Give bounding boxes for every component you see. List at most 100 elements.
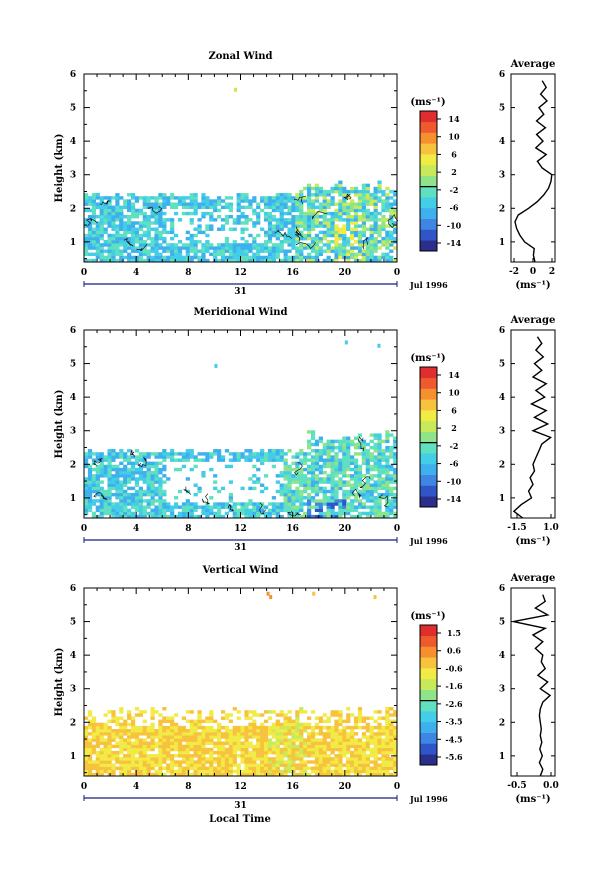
heatmap-cell — [267, 716, 273, 720]
heatmap-cell — [350, 502, 355, 506]
heatmap-cell — [307, 467, 312, 472]
heatmap-cell — [377, 227, 382, 231]
heatmap-cell — [197, 458, 202, 462]
heatmap-cell — [205, 205, 210, 210]
heatmap-cell — [283, 738, 288, 742]
heatmap-cell — [111, 458, 116, 462]
heatmap-cell — [291, 750, 296, 755]
heatmap-cell — [146, 483, 151, 487]
heatmap-cell — [209, 508, 214, 513]
heatmap-cell — [310, 246, 316, 250]
heatmap-cell — [373, 205, 378, 210]
heatmap-cell — [103, 455, 108, 459]
heatmap-cell — [127, 738, 132, 742]
heatmap-cell — [342, 436, 347, 440]
heatmap-cell — [232, 741, 237, 745]
heatmap-cell — [252, 750, 257, 755]
heatmap-cell — [220, 455, 226, 459]
heatmap-cell — [373, 744, 378, 749]
heatmap-cell — [361, 458, 366, 462]
heatmap-cell — [224, 449, 230, 453]
heatmap-cell — [287, 208, 292, 213]
heatmap-cell — [158, 766, 163, 771]
heatmap-cell — [84, 766, 89, 771]
heatmap-cell — [334, 760, 339, 764]
heatmap-cell — [162, 230, 167, 235]
heatmap-cell — [193, 492, 198, 497]
heatmap-cell — [87, 722, 93, 727]
heatmap-cell — [142, 754, 147, 758]
heatmap-cell — [357, 258, 363, 263]
day-label: 31 — [234, 543, 247, 553]
heatmap-cell — [228, 205, 233, 210]
heatmap-cell — [310, 735, 316, 739]
heatmap-cell — [271, 760, 277, 764]
average-x-label: (ms⁻¹) — [515, 536, 550, 547]
heatmap-cell — [103, 215, 108, 219]
heatmap-cell — [279, 735, 284, 739]
heatmap-cell — [275, 719, 280, 724]
heatmap-cell — [373, 196, 378, 200]
heatmap-cell — [244, 221, 249, 225]
heatmap-cell — [213, 252, 218, 257]
heatmap-cell — [365, 754, 370, 758]
heatmap-cell — [295, 467, 300, 472]
heatmap-cell — [91, 196, 97, 200]
heatmap-cell — [263, 452, 269, 456]
heatmap-cell — [287, 719, 292, 724]
heatmap-cell — [142, 243, 147, 247]
heatmap-cell — [314, 760, 320, 764]
heatmap-cell — [197, 760, 202, 764]
heatmap-cell — [209, 738, 214, 742]
heatmap-cells — [84, 87, 399, 263]
heatmap-cell — [299, 480, 304, 484]
heatmap-cell — [389, 243, 394, 247]
heatmap-cell — [334, 258, 339, 263]
heatmap-cell — [205, 725, 210, 730]
heatmap-cell — [99, 508, 104, 513]
y-tick-label: 2 — [70, 204, 76, 214]
heatmap-cell — [369, 769, 374, 774]
heatmap-cell — [381, 224, 386, 228]
contour-line — [287, 510, 301, 517]
heatmap-cell — [322, 208, 327, 213]
heatmap-cell — [209, 496, 214, 500]
heatmap-cell — [307, 227, 312, 231]
heatmap-cell — [377, 735, 382, 739]
heatmap-cell — [107, 505, 112, 509]
heatmap-cell — [256, 732, 261, 736]
heatmap-cell — [189, 511, 194, 516]
heatmap-cell — [267, 763, 273, 767]
heatmap-cell — [342, 193, 347, 197]
heatmap-cell — [283, 202, 288, 206]
heatmap-cell — [322, 189, 327, 194]
heatmap-cell — [389, 729, 394, 733]
heatmap-cell — [181, 729, 187, 733]
heatmap-cell — [373, 230, 378, 235]
heatmap-cell — [228, 208, 233, 213]
heatmap-cell — [162, 240, 167, 244]
heatmap-cell — [393, 499, 398, 503]
heatmap-cell — [310, 750, 316, 755]
heatmap-cell — [146, 492, 151, 497]
heatmap-cell — [252, 511, 257, 516]
heatmap-cell — [138, 458, 143, 462]
heatmap-cell — [87, 489, 93, 494]
heatmap-cell — [91, 480, 97, 484]
heatmap-cell — [173, 452, 179, 456]
heatmap-cell — [322, 480, 327, 484]
heatmap-cell — [353, 233, 359, 238]
heatmap-cell — [307, 186, 312, 191]
heatmap-cell — [158, 511, 163, 516]
heatmap-cell — [209, 772, 214, 777]
heatmap-cell — [232, 763, 237, 767]
heatmap-cell — [134, 255, 140, 260]
heatmap-cell — [209, 716, 214, 720]
heatmap-cell — [287, 505, 292, 509]
heatmap-cell — [224, 258, 230, 263]
heatmap-cell — [287, 750, 292, 755]
average-y-tick-label: 2 — [499, 204, 505, 214]
heatmap-cell — [330, 230, 335, 235]
heatmap-cell — [385, 744, 390, 749]
heatmap-cell — [173, 744, 179, 749]
